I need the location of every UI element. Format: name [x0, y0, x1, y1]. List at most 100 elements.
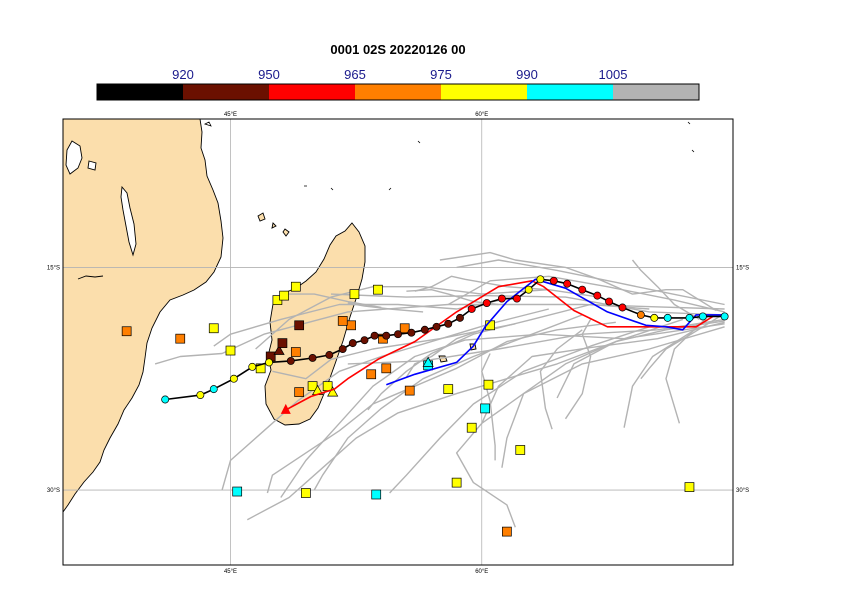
observed-position-circle — [563, 279, 572, 288]
ensemble-track-line — [154, 303, 725, 365]
observed-position-circle — [467, 305, 476, 313]
ensemble-track-line — [330, 293, 725, 316]
observed-position-circle — [698, 312, 707, 321]
forecast-position-square — [443, 384, 454, 394]
forecast-position-square — [290, 281, 301, 292]
ensemble-track-line — [631, 259, 700, 321]
forecast-position-square — [451, 477, 462, 488]
latitude-tick-label: 15°S — [47, 265, 60, 271]
colorbar-bin — [97, 84, 183, 100]
ensemble-track-line — [439, 251, 717, 312]
observed-position-circle — [650, 313, 659, 322]
forecast-position-square — [684, 482, 695, 492]
forecast-position-square — [121, 326, 132, 337]
ensemble-track-line — [640, 312, 725, 380]
observed-position-circle — [161, 395, 170, 404]
observed-position-circle — [286, 356, 295, 365]
ensemble-track-line — [623, 326, 700, 428]
ensemble-track-line — [280, 323, 725, 498]
observed-position-circle — [348, 339, 357, 348]
forecast-position-markers — [121, 281, 695, 537]
ensemble-track-line — [455, 340, 617, 528]
observed-position-circle — [536, 275, 545, 284]
longitude-tick-label: 45°E — [224, 112, 237, 118]
observed-position-circle — [636, 310, 645, 319]
ensemble-track-line — [347, 302, 424, 313]
observed-position-circle — [524, 285, 533, 294]
colorbar-bin — [527, 84, 613, 100]
colorbar-label: 950 — [258, 67, 280, 82]
ensemble-track-line — [367, 303, 650, 411]
observed-position-circle — [265, 358, 273, 367]
observed-position-circle — [512, 294, 521, 303]
colorbar-bin — [269, 84, 355, 100]
observed-position-circle — [663, 313, 672, 322]
observed-position-circle — [394, 330, 402, 339]
observed-position-circle — [248, 362, 257, 371]
forecast-position-square — [301, 488, 311, 498]
colorbar-label: 990 — [516, 67, 538, 82]
forecast-position-square — [404, 385, 415, 396]
forecast-position-square — [349, 289, 360, 299]
lake-victoria-outline — [65, 140, 83, 175]
forecast-position-square — [483, 379, 494, 390]
observed-position-circle — [308, 354, 317, 362]
ensemble-track-line — [266, 321, 616, 494]
forecast-position-square — [502, 526, 512, 537]
ensemble-track-line — [456, 259, 725, 306]
map-title: 0001 02S 20220126 00 — [330, 42, 465, 57]
ensemble-track-line — [481, 321, 725, 424]
forecast-position-square — [337, 316, 348, 326]
observed-position-circle — [456, 313, 464, 322]
forecast-position-square — [480, 403, 490, 414]
colorbar-label: 965 — [344, 67, 366, 82]
colorbar-bin — [355, 84, 441, 100]
pressure-colorbar: 920 950 965 975 990 1005 — [96, 67, 700, 101]
observed-position-circle — [482, 299, 491, 307]
forecast-position-square — [515, 445, 526, 455]
observed-position-circle — [444, 319, 453, 328]
colorbar-border — [96, 83, 700, 101]
forecast-position-square — [346, 320, 356, 331]
forecast-position-square — [294, 320, 305, 331]
ensemble-track-line — [447, 275, 725, 313]
observed-position-circle — [325, 351, 334, 359]
longitude-tick-label: 60°E — [475, 112, 488, 118]
forecast-position-triangle — [422, 356, 434, 367]
ensemble-track-line — [246, 318, 684, 521]
map-gridlines — [63, 119, 733, 565]
colorbar-label: 920 — [172, 67, 194, 82]
ensemble-track-line — [665, 315, 709, 424]
forecast-position-square — [381, 363, 392, 374]
latitude-tick-label: 30°S — [47, 488, 60, 494]
ensemble-track-line — [272, 323, 516, 380]
ensemble-track-line — [405, 329, 483, 378]
ensemble-track-line — [414, 275, 600, 298]
observed-position-circle — [578, 285, 587, 294]
ensemble-track-line — [406, 289, 499, 306]
colorbar-label: 1005 — [599, 67, 628, 82]
ensemble-track-line — [539, 329, 583, 430]
forecast-position-triangle — [327, 386, 339, 397]
ensemble-track-line — [481, 353, 496, 461]
observed-position-circle — [360, 336, 369, 345]
observed-position-circle — [338, 345, 347, 353]
colorbar-bin — [613, 84, 699, 100]
forecast-track-blue — [386, 278, 723, 386]
forecast-position-square — [290, 347, 301, 357]
forecast-position-square — [371, 489, 382, 500]
forecast-position-square — [373, 284, 383, 295]
observed-position-circle — [196, 391, 205, 400]
observed-track — [161, 275, 729, 404]
lake-kariba-outline — [77, 275, 104, 280]
forecast-position-square — [208, 323, 219, 334]
observed-position-circle — [549, 276, 558, 285]
observed-position-circle — [229, 374, 238, 383]
observed-position-circle — [605, 297, 614, 306]
forecast-track-blue-line — [386, 278, 723, 386]
forecast-position-square — [232, 486, 243, 497]
latitude-tick-label: 15°S — [736, 265, 749, 271]
ensemble-track-line — [564, 319, 592, 420]
lake-tanganyika-outline — [87, 160, 97, 171]
observed-position-circle — [209, 385, 218, 394]
